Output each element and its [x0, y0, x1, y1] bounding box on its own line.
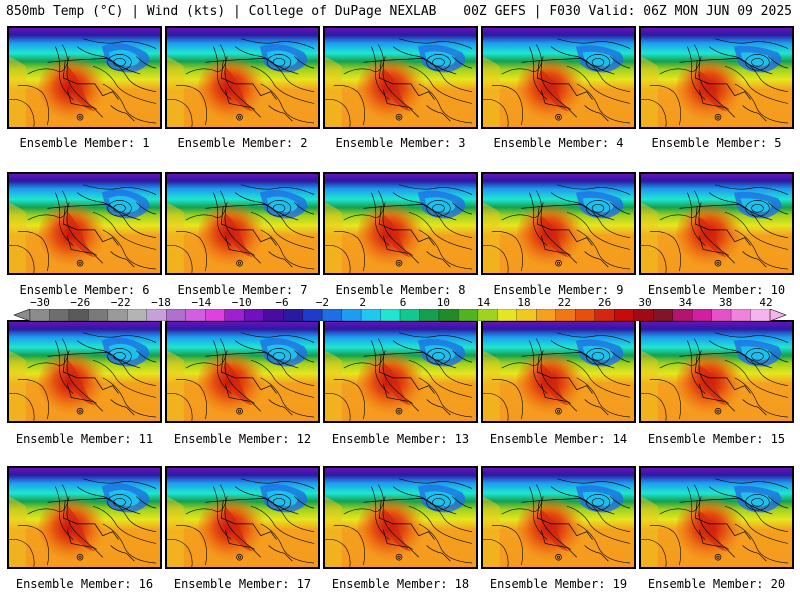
- ensemble-member-label: Ensemble Member: 16: [15, 577, 154, 591]
- colorbar-tick-label: 34: [678, 296, 692, 309]
- ensemble-map-panel: [323, 172, 478, 275]
- colorbar-tick-label: −26: [70, 296, 91, 309]
- ensemble-map-panel: [7, 466, 162, 569]
- colorbar-tick-label: 14: [477, 296, 491, 309]
- ensemble-member-label: Ensemble Member: 20: [647, 577, 786, 591]
- ensemble-member-label: Ensemble Member: 14: [489, 432, 628, 446]
- ensemble-map-panel: [323, 26, 478, 129]
- colorbar-tick-label: 6: [399, 296, 407, 309]
- colorbar-tick-label: 10: [436, 296, 450, 309]
- ensemble-member-label: Ensemble Member: 7: [177, 283, 308, 297]
- ensemble-member-label: Ensemble Member: 9: [493, 283, 624, 297]
- ensemble-map-panel: [7, 26, 162, 129]
- colorbar-tick-label: 18: [517, 296, 531, 309]
- ensemble-map-panel: [639, 172, 794, 275]
- colorbar-labels: −30 −26 −22 −18 −14 −10 −6 −2 2 6 10 14 18 22 26 30 34 38…: [0, 297, 800, 309]
- ensemble-map-panel: [639, 320, 794, 423]
- ensemble-map-panel: [7, 320, 162, 423]
- ensemble-member-label: Ensemble Member: 11: [15, 432, 154, 446]
- ensemble-map-panel: [481, 26, 636, 129]
- ensemble-member-label: Ensemble Member: 6: [19, 283, 150, 297]
- ensemble-map-panel: [165, 172, 320, 275]
- ensemble-map-panel: [639, 466, 794, 569]
- colorbar-tick-label: −14: [191, 296, 212, 309]
- colorbar-tick-label: −6: [275, 296, 289, 309]
- colorbar-tick-label: −30: [30, 296, 50, 309]
- ensemble-member-label: Ensemble Member: 4: [493, 136, 624, 150]
- colorbar-tick-label: −2: [315, 296, 329, 309]
- valid-time-label: 00Z GEFS | F030 Valid: 06Z MON JUN 09 20…: [463, 4, 792, 19]
- colorbar-tick-label: −22: [110, 296, 131, 309]
- colorbar-tick-label: 22: [557, 296, 571, 309]
- ensemble-map-panel: [7, 172, 162, 275]
- ensemble-member-label: Ensemble Member: 17: [173, 577, 312, 591]
- colorbar-tick-label: 2: [359, 296, 366, 309]
- colorbar-tick-label: 42: [759, 296, 773, 309]
- ensemble-member-label: Ensemble Member: 18: [331, 577, 470, 591]
- ensemble-map-panel: [323, 466, 478, 569]
- colorbar: [13, 309, 787, 321]
- ensemble-member-label: Ensemble Member: 2: [177, 136, 308, 150]
- ensemble-member-label: Ensemble Member: 5: [651, 136, 782, 150]
- ensemble-member-label: Ensemble Member: 8: [335, 283, 466, 297]
- ensemble-member-label: Ensemble Member: 1: [19, 136, 150, 150]
- ensemble-map-panel: [481, 466, 636, 569]
- chart-title: 850mb Temp (°C) | Wind (kts) | College o…: [6, 4, 437, 19]
- ensemble-member-label: Ensemble Member: 12: [173, 432, 312, 446]
- ensemble-map-panel: [323, 320, 478, 423]
- ensemble-member-label: Ensemble Member: 13: [331, 432, 470, 446]
- ensemble-map-panel: [165, 26, 320, 129]
- colorbar-tick-label: −10: [231, 296, 252, 309]
- ensemble-member-label: Ensemble Member: 15: [647, 432, 786, 446]
- colorbar-tick-label: 26: [598, 296, 612, 309]
- colorbar-tick-label: 30: [638, 296, 652, 309]
- ensemble-map-panel: [165, 466, 320, 569]
- ensemble-map-panel: [481, 172, 636, 275]
- ensemble-map-panel: [639, 26, 794, 129]
- colorbar-tick-label: 38: [719, 296, 733, 309]
- ensemble-member-label: Ensemble Member: 10: [647, 283, 786, 297]
- ensemble-member-label: Ensemble Member: 3: [335, 136, 466, 150]
- colorbar-tick-label: −18: [151, 296, 171, 309]
- ensemble-member-label: Ensemble Member: 19: [489, 577, 628, 591]
- ensemble-map-panel: [165, 320, 320, 423]
- ensemble-map-panel: [481, 320, 636, 423]
